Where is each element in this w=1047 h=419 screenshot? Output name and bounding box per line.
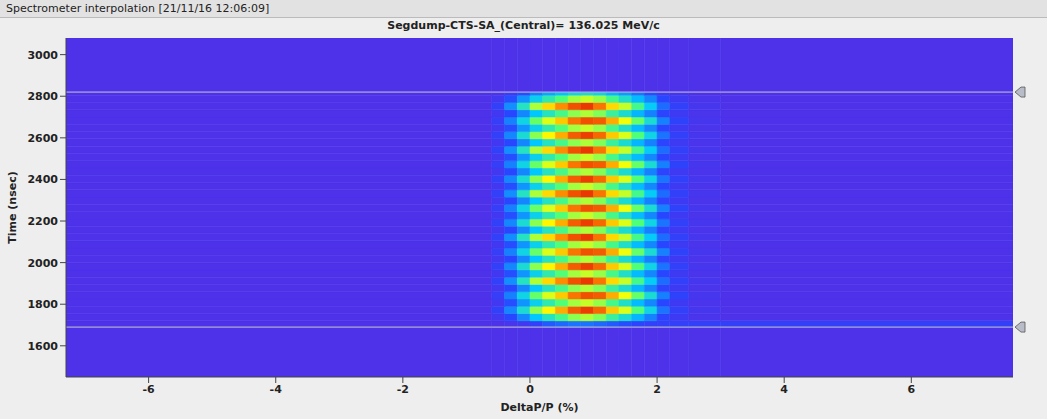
html-text:Segdump-CTS-SA_(Central)= 136.: Segdump-CTS-SA_(Central)= 136.025 MeV/c [387,19,660,32]
svg-text:1600: 1600 [27,340,58,353]
html-text:Spectrometer interpolation [21: Spectrometer interpolation [21/11/16 12:… [6,2,270,15]
svg-text:2: 2 [653,383,661,396]
svg-text:-4: -4 [270,383,283,396]
svg-text:3000: 3000 [27,49,58,62]
svg-text:4: 4 [780,383,788,396]
svg-text:2000: 2000 [27,257,58,270]
svg-text:-2: -2 [397,383,409,396]
svg-text:2600: 2600 [27,132,58,145]
svg-text:6: 6 [907,383,915,396]
svg-text:Time (nsec): Time (nsec) [6,171,19,243]
svg-text:0: 0 [526,383,534,396]
svg-text:DeltaP/P (%): DeltaP/P (%) [500,401,578,414]
svg-text:2800: 2800 [27,90,58,103]
svg-text:2400: 2400 [27,173,58,186]
svg-text:-6: -6 [143,383,156,396]
svg-text:2200: 2200 [27,215,58,228]
svg-text:1800: 1800 [27,298,58,311]
